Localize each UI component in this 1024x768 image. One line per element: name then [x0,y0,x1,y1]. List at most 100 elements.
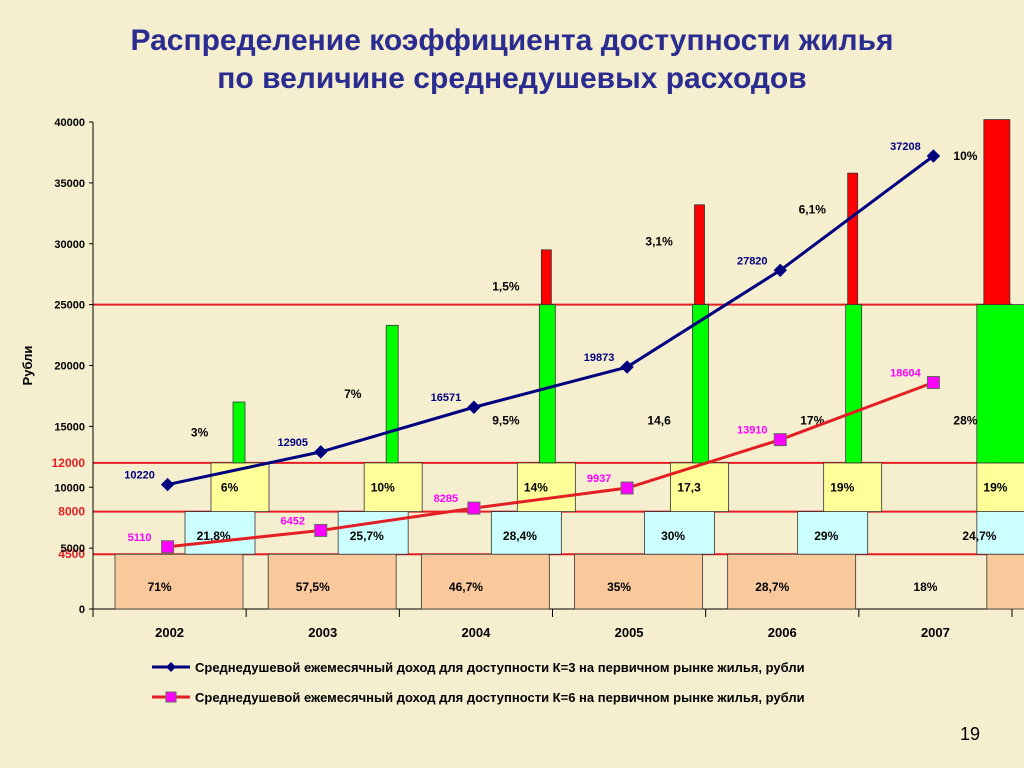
bar-segment-lowest [574,553,703,610]
series-point-marker [314,445,328,459]
bar-segment-label: 19% [830,480,854,494]
series-point-label: 10220 [124,470,155,482]
page-number: 19 [960,724,981,744]
bar-segment-mid [363,462,423,512]
slide-title: Распределение коэффициента доступности ж… [0,22,1024,98]
bar-segment-lowest [267,553,397,610]
y-tick-label: 15000 [54,421,85,433]
x-tick-label: 2002 [155,625,184,640]
bar-segment-high [232,401,246,464]
legend-label: Среднедушевой ежемесячный доход для дост… [195,660,805,675]
bar-segment-label: 28% [953,413,977,427]
legend-label: Среднедушевой ежемесячный доход для дост… [195,690,805,705]
bar-segment-label: 25,7% [350,529,384,543]
series-point-label: 16571 [431,392,462,404]
bar-segment-label: 3% [191,425,209,439]
bar-segment-high [976,304,1024,464]
bar-segment-label: 10% [371,480,395,494]
series-point-label: 13910 [737,425,768,437]
y-tick-label: 30000 [54,239,85,251]
bar-segment-label: 6% [221,480,239,494]
x-tick-label: 2004 [461,625,491,640]
bar-segment-label: 14% [524,480,548,494]
bar-segment-low [976,511,1024,555]
series-point-marker [314,523,328,537]
bar-segment-label: 1,5% [492,279,520,293]
bar-segment-label: 6,1% [799,203,827,217]
y-tick-label: 25000 [54,300,85,312]
series-point-label: 5110 [128,532,152,544]
series-point-label: 12905 [277,437,308,449]
series-point-marker [773,433,787,447]
series-point-label: 19873 [584,352,615,364]
series-point-marker [926,375,940,389]
bar-segment-label: 35% [607,580,631,594]
threshold-label: 4500 [58,547,85,561]
bar-segment-top [847,172,859,306]
bar-segment-label: 7% [344,387,362,401]
bar-segment-mid [976,462,1024,512]
bar-segment-label: 71% [148,580,172,594]
threshold-label: 8000 [58,505,85,519]
bar-segment-label: 28,4% [503,529,537,543]
x-tick-label: 2007 [921,625,950,640]
bar-segment-label: 18% [913,580,937,594]
y-tick-label: 0 [79,604,85,616]
bar-segment-label: 30% [661,529,685,543]
y-tick-label: 20000 [54,361,85,373]
x-tick-label: 2005 [615,625,644,640]
y-axis-label: Рубли [20,346,35,386]
bar-segment-high [538,304,556,464]
bar-segment-top [983,119,1011,306]
legend-marker [166,662,176,672]
bar-segment-label: 10% [953,149,977,163]
bar-segment-lowest [114,553,244,610]
series-point-marker [773,263,787,277]
x-tick-label: 2006 [768,625,797,640]
bar-segment-top [694,204,705,306]
legend-marker [165,691,177,703]
bar-segment-label: 17,3 [677,480,701,494]
series-point-marker [926,149,941,163]
bar-segment-label: 9,5% [492,413,520,427]
bar-segment-lowest [420,553,550,610]
bar-segment-low [490,511,562,555]
series-line [167,381,934,549]
series-point-marker [620,481,634,495]
bar-segment-lowest [986,553,1024,610]
series-point-label: 27820 [737,255,768,267]
slide-title-line-1: Распределение коэффициента доступности ж… [130,24,894,57]
bar-segment-mid [516,462,576,512]
y-tick-label: 40000 [54,117,85,129]
bar-segment-label: 46,7% [449,580,483,594]
bar-segment-low [644,511,715,555]
series-point-marker [467,501,481,515]
bar-segment-label: 24,7% [962,529,996,543]
bar-segment-label: 28,7% [755,580,789,594]
series-point-label: 18604 [890,367,921,379]
series-line [167,154,935,487]
threshold-label: 12000 [52,456,86,470]
bar-segment-high [692,304,709,464]
bar-segment-label: 14,6 [647,413,671,427]
y-tick-label: 5000 [61,543,85,555]
bar-segment-label: 3,1% [645,234,673,248]
x-tick-label: 2003 [308,625,337,640]
series-point-marker [161,540,175,554]
series-point-label: 6452 [281,515,305,527]
series-point-label: 8285 [434,493,458,505]
bar-segment-label: 57,5% [296,580,330,594]
y-tick-label: 10000 [54,482,85,494]
series-point-marker [160,477,175,492]
bar-segment-lowest [727,553,857,610]
series-point-marker [620,360,634,374]
series-point-label: 9937 [587,473,611,485]
series-point-marker [467,400,481,414]
series-point-label: 37208 [890,141,921,153]
bar-segment-high [385,324,399,464]
bar-segment-label: 29% [814,529,838,543]
slide-title-line-2: по величине среднедушевых расходов [217,62,807,95]
bar-segment-high [845,304,863,464]
bar-segment-top [540,249,552,306]
